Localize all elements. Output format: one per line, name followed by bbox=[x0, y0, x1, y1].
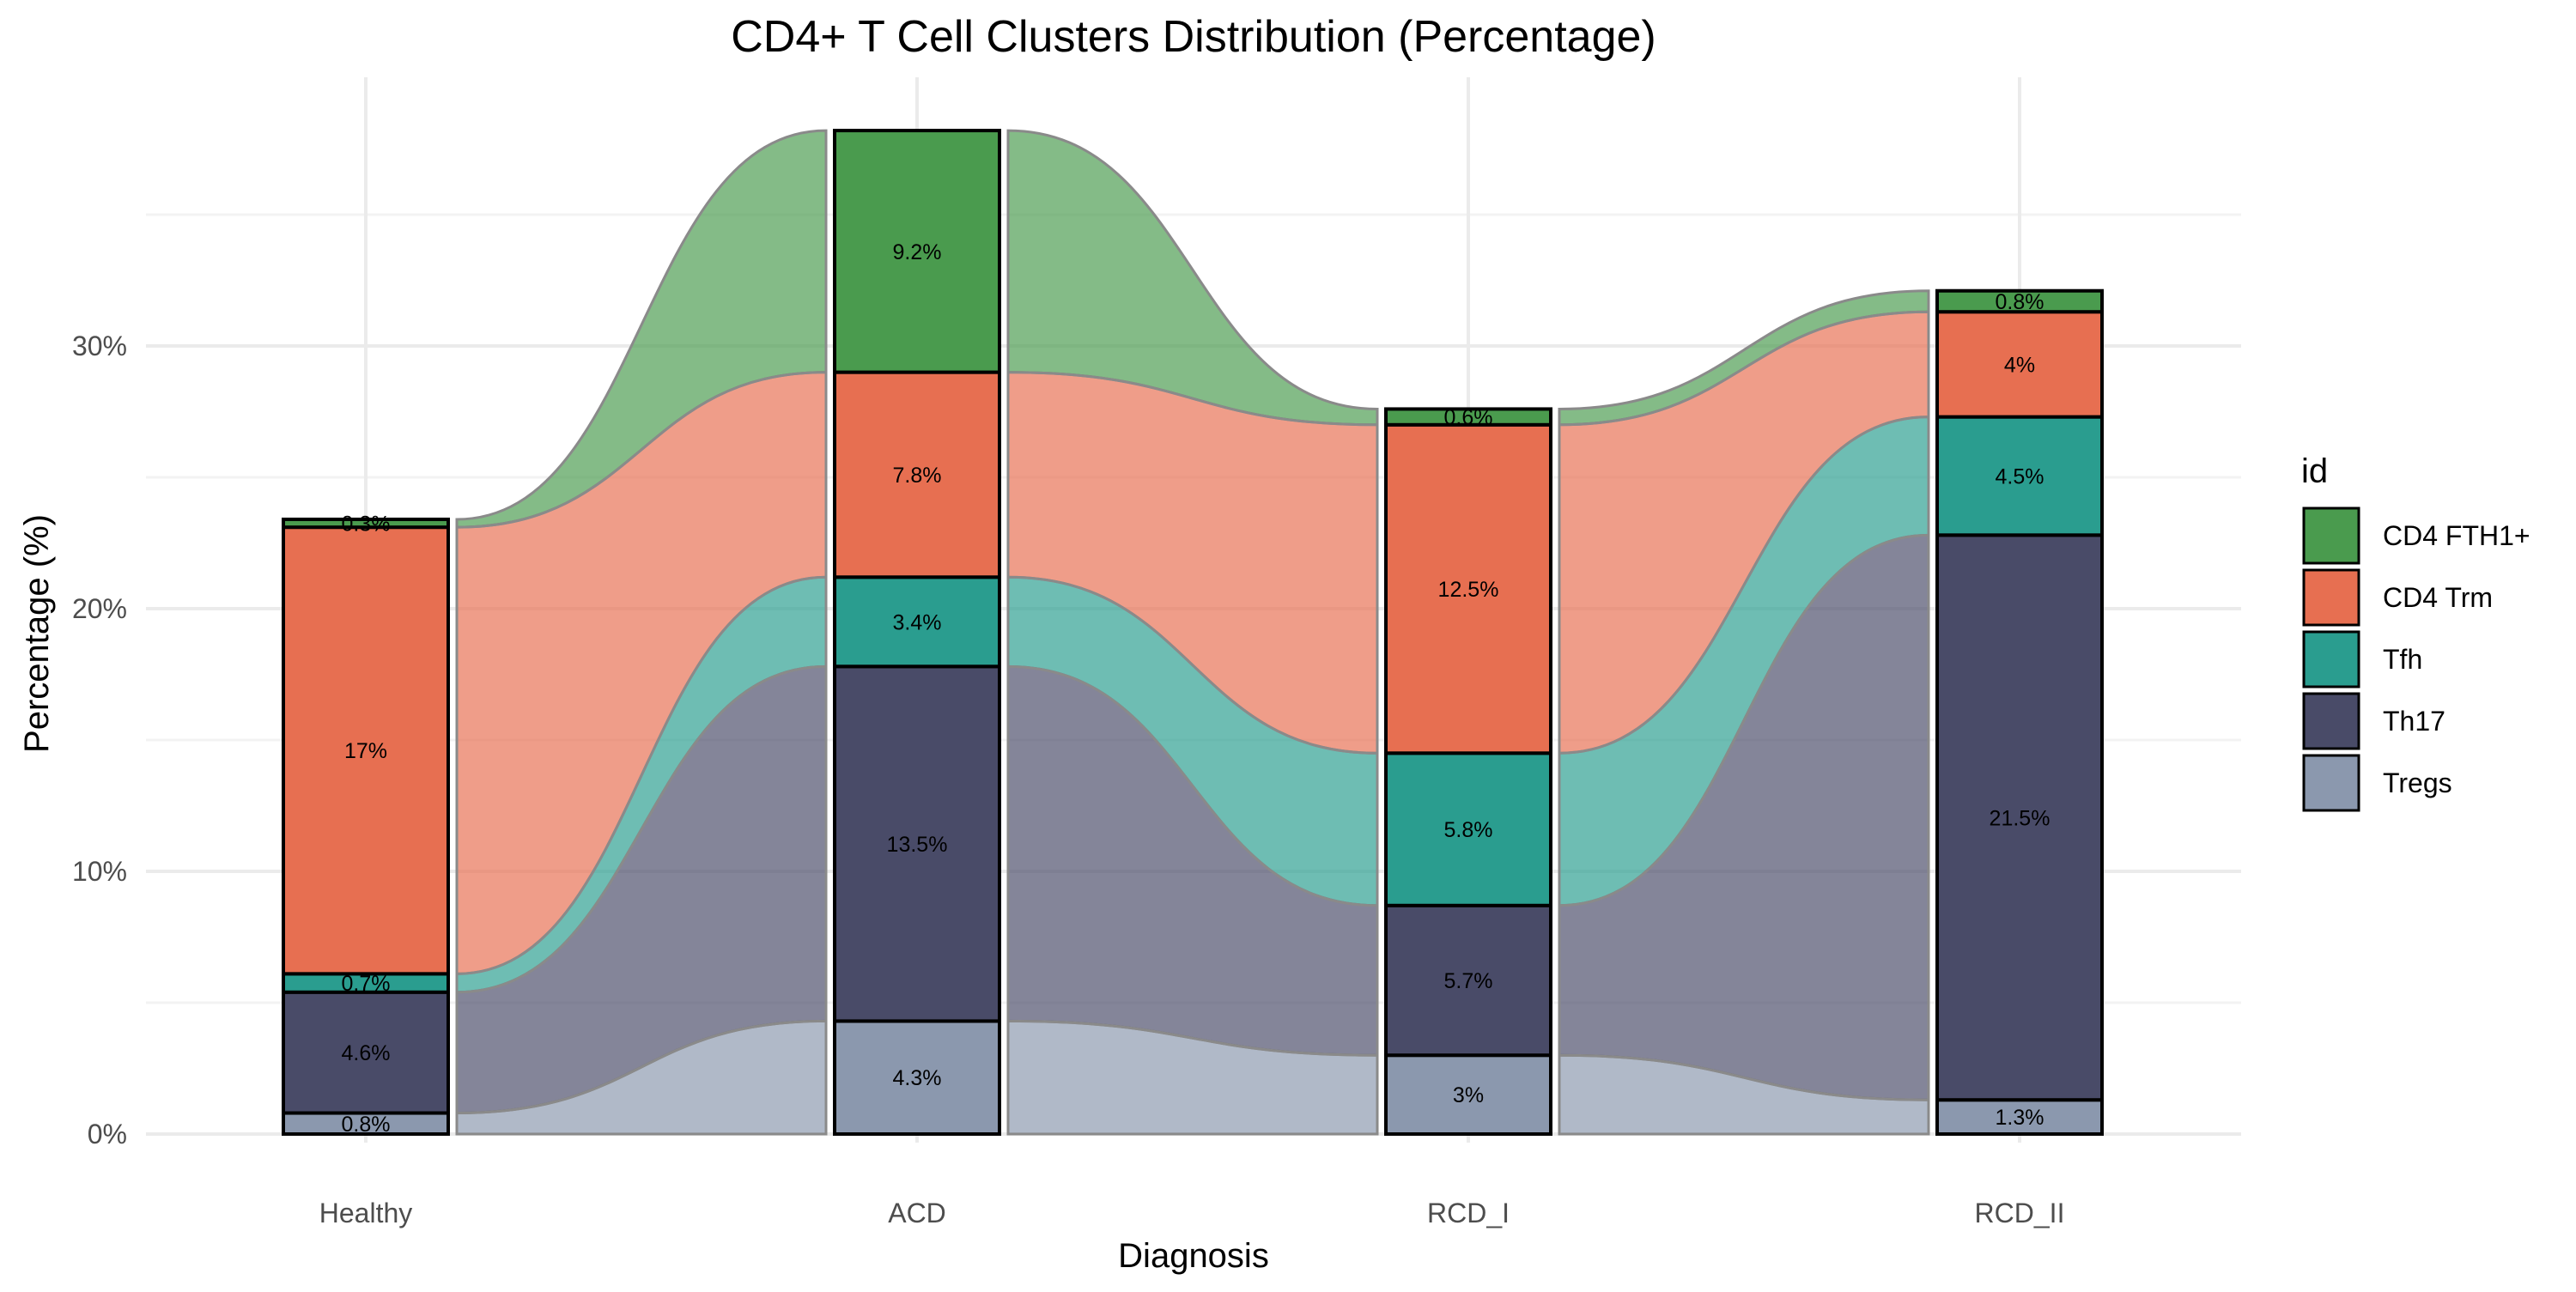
axis-layer: 0% 10% 20% 30% Healthy ACD RCD_I RCD_II bbox=[72, 331, 2065, 1228]
x-tick-label: RCD_II bbox=[1975, 1198, 2065, 1228]
y-axis-title: Percentage (%) bbox=[18, 514, 56, 753]
x-tick-label: RCD_I bbox=[1427, 1198, 1510, 1228]
data-label: 9.2% bbox=[893, 240, 942, 264]
bar-segment bbox=[1384, 407, 1552, 427]
y-tick-label: 10% bbox=[72, 856, 127, 887]
data-label: 7.8% bbox=[893, 464, 942, 488]
data-label: 4.6% bbox=[342, 1041, 391, 1065]
legend-key bbox=[2302, 754, 2360, 812]
legend-key bbox=[2302, 630, 2360, 688]
x-axis-title: Diagnosis bbox=[1118, 1237, 1269, 1275]
bar-segment bbox=[833, 1019, 1001, 1137]
flow-layer bbox=[455, 129, 1930, 1136]
bar-segment bbox=[1384, 422, 1552, 755]
flow-band bbox=[1006, 129, 1379, 427]
bar-segment bbox=[833, 370, 1001, 579]
legend-label: CD4 FTH1+ bbox=[2383, 520, 2530, 551]
data-label: 0.8% bbox=[1996, 290, 2044, 314]
data-label: 4.3% bbox=[893, 1066, 942, 1090]
data-label: 21.5% bbox=[1990, 806, 2050, 830]
bar-layer bbox=[282, 129, 2104, 1137]
data-label: 0.3% bbox=[342, 513, 391, 537]
bar-segment bbox=[282, 517, 450, 530]
legend-key bbox=[2302, 692, 2360, 750]
bar-segment bbox=[833, 575, 1001, 669]
legend-label: Tfh bbox=[2383, 644, 2422, 675]
data-label: 0.8% bbox=[342, 1113, 391, 1137]
legend-key bbox=[2302, 568, 2360, 627]
flow-band bbox=[1558, 289, 1930, 427]
data-label: 5.7% bbox=[1444, 969, 1493, 993]
data-label: 13.5% bbox=[887, 833, 948, 857]
bar-segment bbox=[1935, 310, 2104, 419]
legend-label: Th17 bbox=[2383, 706, 2445, 737]
y-tick-label: 20% bbox=[72, 593, 127, 624]
data-label: 17% bbox=[344, 739, 387, 763]
legend: id CD4 FTH1+ CD4 Trm Tfh Th17 Tregs bbox=[2301, 452, 2530, 812]
legend-label: Tregs bbox=[2383, 767, 2452, 798]
data-label: 3.4% bbox=[893, 610, 942, 634]
data-label: 0.7% bbox=[342, 972, 391, 996]
bar-segment bbox=[833, 664, 1001, 1023]
bar-segment bbox=[1384, 751, 1552, 907]
y-tick-label: 0% bbox=[88, 1119, 127, 1149]
data-label: 1.3% bbox=[1996, 1106, 2044, 1130]
y-tick-label: 30% bbox=[72, 331, 127, 361]
data-label: 4% bbox=[2004, 353, 2035, 377]
bar-segment bbox=[1935, 288, 2104, 314]
bar-segment bbox=[1935, 415, 2104, 537]
x-tick-label: Healthy bbox=[319, 1198, 413, 1228]
data-label: 12.5% bbox=[1438, 578, 1499, 602]
legend-key bbox=[2302, 506, 2360, 565]
flow-band bbox=[455, 129, 828, 529]
x-tick-label: ACD bbox=[888, 1198, 946, 1228]
legend-title: id bbox=[2301, 452, 2328, 490]
data-label: 5.8% bbox=[1444, 818, 1493, 842]
data-label: 0.6% bbox=[1444, 406, 1493, 430]
bar-segment bbox=[1384, 903, 1552, 1058]
data-label: 4.5% bbox=[1996, 464, 2044, 488]
data-label: 3% bbox=[1453, 1083, 1484, 1107]
bar-label-layer: 0.8% 4.3% 3% 1.3% 4.6% 13.5% 5.7% 21.5% 0.7% 3.4%… bbox=[342, 240, 2050, 1137]
bar-segment bbox=[1935, 533, 2104, 1102]
legend-label: CD4 Trm bbox=[2383, 582, 2493, 613]
bar-segment bbox=[282, 525, 450, 976]
chart-title: CD4+ T Cell Clusters Distribution (Perce… bbox=[731, 12, 1656, 62]
bar-segment bbox=[833, 129, 1001, 374]
